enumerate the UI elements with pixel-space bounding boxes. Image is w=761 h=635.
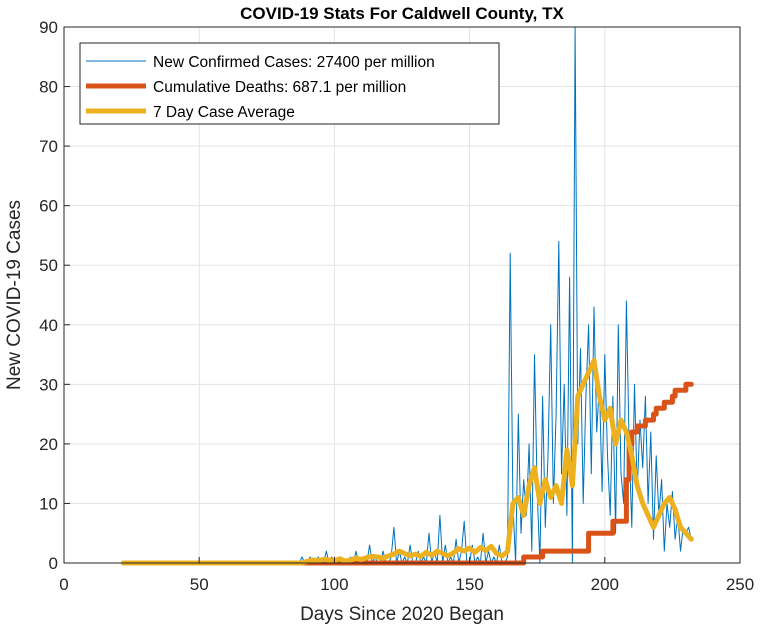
- legend-label-cumulative-deaths: Cumulative Deaths: 687.1 per million: [153, 79, 406, 96]
- axis-ticks: 0 50 100 150 200 250 0 10 20 30 40 50 60 70 80 90: [39, 18, 754, 594]
- x-tick-label: 150: [455, 575, 483, 594]
- legend: New Confirmed Cases: 27400 per million C…: [79, 42, 500, 125]
- series-lines: [121, 26, 694, 566]
- y-tick-label: 80: [39, 78, 58, 97]
- x-tick-label: 0: [59, 575, 68, 594]
- y-tick-label: 60: [39, 197, 58, 216]
- y-tick-label: 50: [39, 256, 58, 275]
- series-cumulative-deaths: [121, 381, 694, 566]
- x-tick-label: 250: [726, 575, 754, 594]
- legend-label-7-day-average: 7 Day Case Average: [153, 104, 295, 121]
- plot-frame: [63, 26, 741, 564]
- x-axis-label: Days Since 2020 Began: [300, 604, 504, 625]
- legend-label-new-cases: New Confirmed Cases: 27400 per million: [153, 54, 435, 71]
- x-tick-label: 200: [591, 575, 619, 594]
- y-axis-label: New COVID-19 Cases: [4, 200, 25, 390]
- y-tick-label: 0: [49, 554, 58, 573]
- x-tick-label: 100: [320, 575, 348, 594]
- chart-title: COVID-19 Stats For Caldwell County, TX: [240, 4, 564, 23]
- y-tick-label: 70: [39, 137, 58, 156]
- y-tick-label: 40: [39, 316, 58, 335]
- y-tick-label: 90: [39, 18, 58, 37]
- y-tick-label: 20: [39, 435, 58, 454]
- y-tick-label: 10: [39, 494, 58, 513]
- x-tick-label: 50: [190, 575, 209, 594]
- legend-box: [79, 42, 500, 125]
- y-tick-label: 30: [39, 375, 58, 394]
- series-7-day-average: [121, 358, 694, 566]
